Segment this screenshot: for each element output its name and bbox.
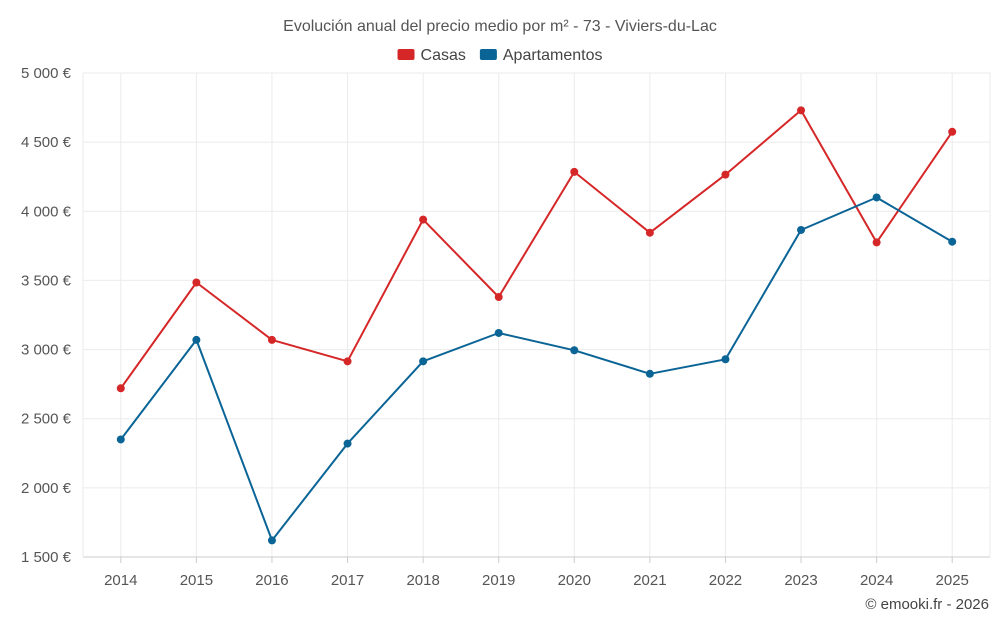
- y-tick-label: 2 500 €: [21, 411, 72, 428]
- legend-swatch-apartamentos: [479, 49, 497, 60]
- data-point-casas[interactable]: [343, 357, 352, 366]
- data-point-casas[interactable]: [721, 170, 730, 179]
- y-tick-label: 4 000 €: [21, 203, 72, 220]
- x-tick-label: 2017: [331, 572, 364, 589]
- x-tick-label: 2025: [936, 572, 969, 589]
- data-point-apartamentos[interactable]: [721, 355, 730, 364]
- data-point-casas[interactable]: [872, 238, 881, 247]
- x-tick-label: 2018: [406, 572, 439, 589]
- y-tick-label: 2 000 €: [21, 480, 72, 497]
- axes: 1 500 € 2 000 € 2 500 € 3 000 € 3 500 € 4 000…: [21, 65, 991, 589]
- x-tick-label: 2020: [558, 572, 591, 589]
- data-point-apartamentos[interactable]: [570, 346, 579, 355]
- x-tick-label: 2024: [860, 572, 893, 589]
- series-apartamentos: [116, 193, 957, 545]
- y-tick-label: 3 000 €: [21, 342, 72, 359]
- data-point-casas[interactable]: [267, 335, 276, 344]
- data-point-casas[interactable]: [570, 167, 579, 176]
- data-point-casas[interactable]: [192, 278, 201, 287]
- series-group: [116, 106, 957, 545]
- data-point-apartamentos[interactable]: [645, 369, 654, 378]
- legend-item-casas[interactable]: Casas: [397, 47, 466, 64]
- credit-text: © emooki.fr - 2026: [865, 596, 989, 613]
- series-line-casas: [119, 109, 954, 389]
- legend-item-apartamentos[interactable]: Apartamentos: [479, 47, 603, 64]
- x-tick-label: 2019: [482, 572, 515, 589]
- data-point-apartamentos[interactable]: [343, 439, 352, 448]
- x-tick-label: 2022: [709, 572, 742, 589]
- data-point-casas[interactable]: [116, 384, 125, 393]
- grid: [83, 72, 990, 558]
- data-point-apartamentos[interactable]: [494, 328, 503, 337]
- data-point-casas[interactable]: [797, 106, 806, 115]
- series-casas: [116, 106, 957, 393]
- data-point-apartamentos[interactable]: [419, 357, 428, 366]
- data-point-casas[interactable]: [419, 215, 428, 224]
- data-point-casas[interactable]: [494, 293, 503, 302]
- data-point-apartamentos[interactable]: [116, 435, 125, 444]
- data-point-apartamentos[interactable]: [872, 193, 881, 202]
- legend-swatch-casas: [397, 49, 415, 60]
- data-point-apartamentos[interactable]: [267, 536, 276, 545]
- y-tick-label: 1 500 €: [21, 549, 72, 566]
- data-point-apartamentos[interactable]: [192, 335, 201, 344]
- y-tick-label: 5 000 €: [21, 65, 72, 82]
- data-point-apartamentos[interactable]: [797, 225, 806, 234]
- legend-label-casas: Casas: [421, 47, 466, 64]
- series-line-apartamentos: [120, 196, 953, 542]
- legend[interactable]: Casas Apartamentos: [397, 47, 603, 64]
- x-tick-label: 2021: [633, 572, 666, 589]
- x-tick-label: 2015: [180, 572, 213, 589]
- data-point-apartamentos[interactable]: [948, 237, 957, 246]
- chart-title: Evolución anual del precio medio por m² …: [283, 18, 717, 35]
- y-tick-label: 4 500 €: [21, 134, 72, 151]
- data-point-casas[interactable]: [645, 228, 654, 237]
- y-tick-label: 3 500 €: [21, 272, 72, 289]
- x-tick-label: 2014: [104, 572, 137, 589]
- data-point-casas[interactable]: [948, 127, 957, 136]
- x-tick-label: 2023: [784, 572, 817, 589]
- legend-label-apartamentos: Apartamentos: [503, 47, 603, 64]
- x-tick-label: 2016: [255, 572, 288, 589]
